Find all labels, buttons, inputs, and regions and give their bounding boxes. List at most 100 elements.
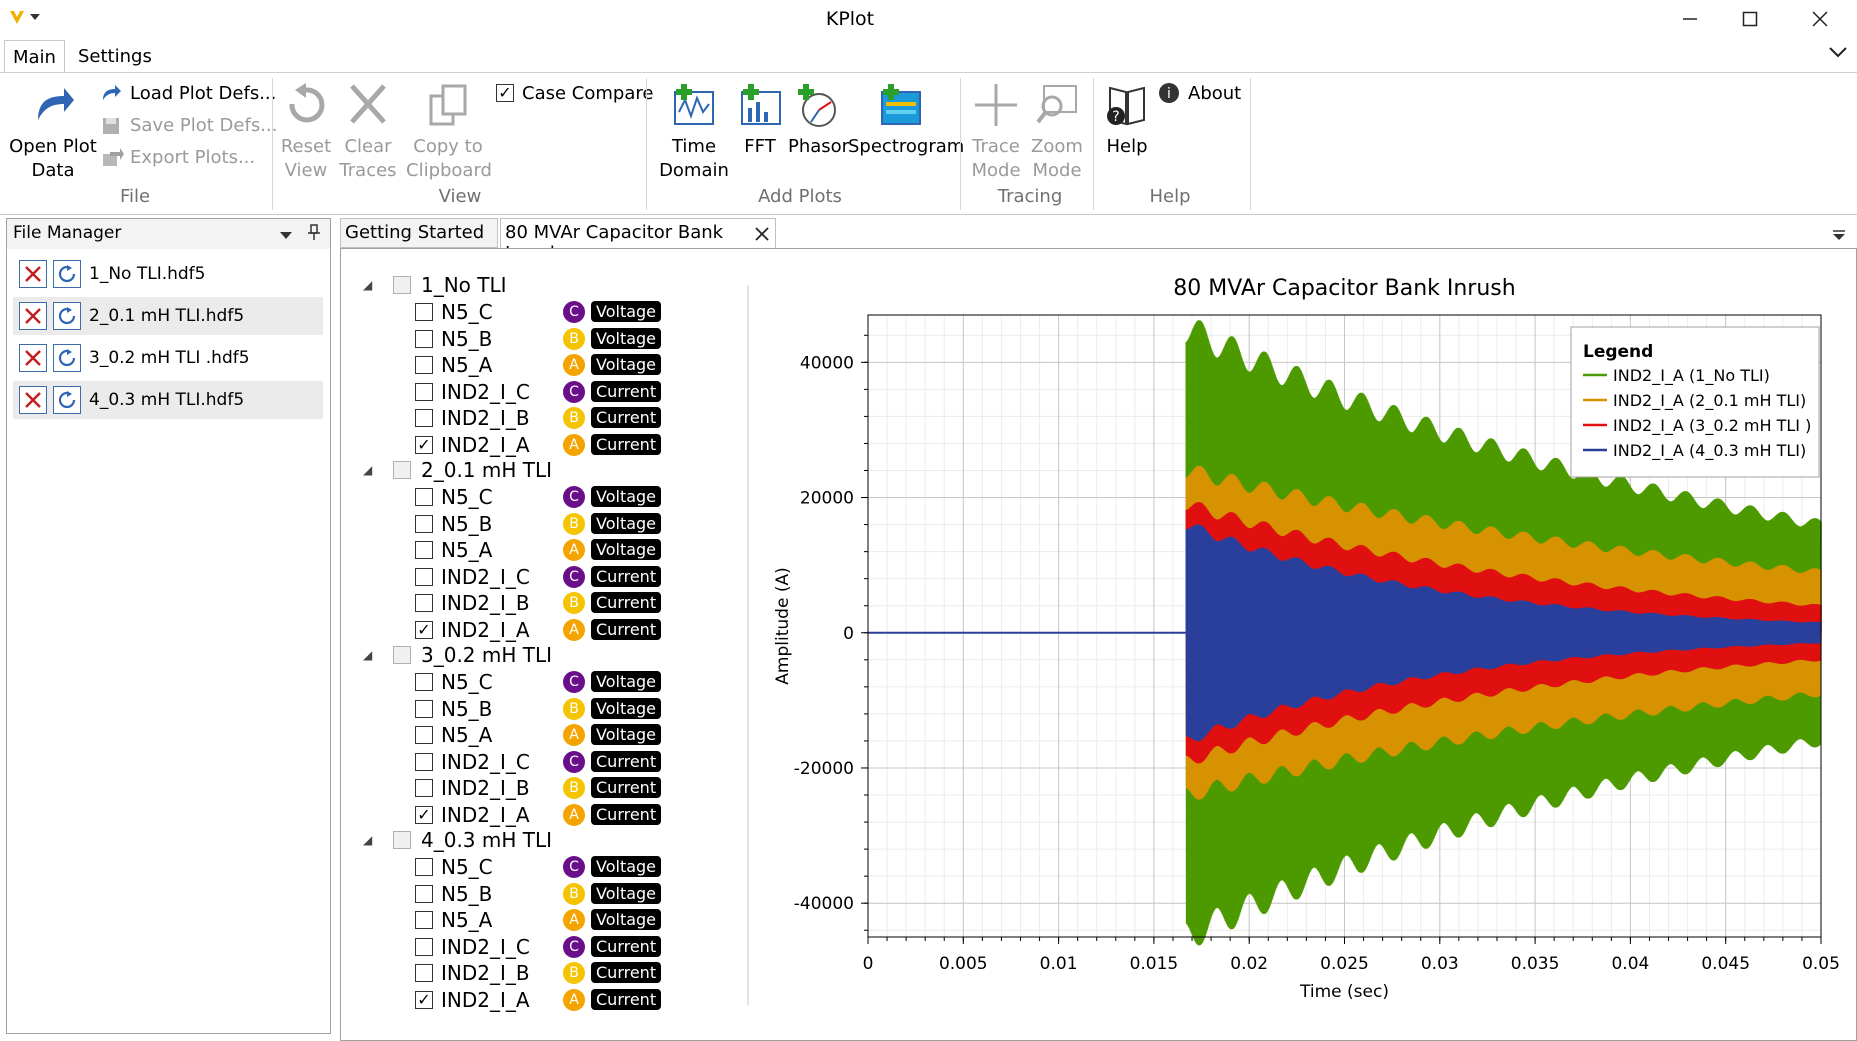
signal-row[interactable]: ✓ IND2_I_A A Current [415,987,715,1013]
minimize-window-button[interactable] [1660,0,1720,38]
group-checkbox[interactable] [393,646,411,664]
reload-file-button[interactable] [53,386,81,414]
signal-row[interactable]: N5_A A Voltage [415,722,715,748]
signal-row[interactable]: IND2_I_B B Current [415,590,715,616]
signal-row[interactable]: N5_C C Voltage [415,669,715,695]
tree-splitter[interactable] [747,285,749,1005]
collapse-arrow-icon[interactable]: ◢ [363,278,373,292]
signal-checkbox[interactable] [415,303,433,321]
open-plot-data-button[interactable]: Open Plot Data [8,82,98,183]
export-plots-button[interactable]: Export Plots... [100,144,255,170]
time-domain-button[interactable]: Time Domain [656,82,732,183]
trace-mode-button[interactable]: Trace Mode [968,82,1024,183]
help-button[interactable]: ? Help [1100,82,1154,159]
collapse-arrow-icon[interactable]: ◢ [363,463,373,477]
signal-row[interactable]: N5_A A Voltage [415,352,715,378]
tree-group[interactable]: ◢ 2_0.1 mH TLI [363,458,552,482]
reload-file-button[interactable] [53,302,81,330]
signal-row[interactable]: ✓ IND2_I_A A Current [415,432,715,458]
reset-view-button[interactable]: Reset View [280,82,332,183]
case-compare-check[interactable]: ✓ [496,84,514,102]
signal-row[interactable]: N5_C C Voltage [415,484,715,510]
collapse-arrow-icon[interactable]: ◢ [363,833,373,847]
signal-row[interactable]: N5_B B Voltage [415,511,715,537]
close-button[interactable] [1790,0,1850,38]
spectrogram-button[interactable]: Spectrogram [848,82,964,159]
tree-group[interactable]: ◢ 3_0.2 mH TLI [363,643,552,667]
ribbon-collapse-icon[interactable] [1828,44,1848,63]
about-button[interactable]: i About [1158,80,1241,106]
tab-list-icon[interactable] [1832,226,1846,245]
signal-row[interactable]: IND2_I_C C Current [415,749,715,775]
signal-row[interactable]: N5_B B Voltage [415,696,715,722]
signal-row[interactable]: IND2_I_B B Current [415,960,715,986]
signal-row[interactable]: IND2_I_B B Current [415,405,715,431]
signal-row[interactable]: IND2_I_C C Current [415,564,715,590]
signal-row[interactable]: N5_B B Voltage [415,881,715,907]
clear-traces-button[interactable]: Clear Traces [338,82,398,183]
signal-row[interactable]: IND2_I_B B Current [415,775,715,801]
signal-checkbox[interactable] [415,858,433,876]
case-compare-checkbox[interactable]: ✓ Case Compare [496,80,653,106]
ribbon-tab-main[interactable]: Main [4,40,65,72]
remove-file-button[interactable] [19,344,47,372]
copy-to-clipboard-button[interactable]: Copy to Clipboard [406,82,492,183]
signal-row[interactable]: ✓ IND2_I_A A Current [415,802,715,828]
signal-checkbox[interactable] [415,964,433,982]
time-domain-chart[interactable]: 0 0.005 0.01 0.015 0.02 0.025 0.03 0.035 0.04 0.0… [751,269,1851,1029]
signal-checkbox[interactable] [415,382,433,401]
reload-file-button[interactable] [53,260,81,288]
phasor-button[interactable]: Phasor [788,82,849,159]
signal-checkbox[interactable] [415,937,433,956]
tree-group[interactable]: ◢ 1_No TLI [363,273,507,297]
save-plot-defs-button[interactable]: Save Plot Defs... [100,112,277,138]
app-logo-icon[interactable] [6,6,46,32]
signal-checkbox[interactable] [415,488,433,506]
signal-checkbox[interactable]: ✓ [415,435,433,454]
signal-checkbox[interactable] [415,779,433,797]
signal-checkbox[interactable]: ✓ [415,805,433,824]
load-plot-defs-button[interactable]: Load Plot Defs... [100,80,276,106]
remove-file-button[interactable] [19,260,47,288]
restore-button[interactable] [1720,0,1780,38]
group-checkbox[interactable] [393,831,411,849]
signal-row[interactable]: N5_C C Voltage [415,299,715,325]
file-row[interactable]: 2_0.1 mH TLI.hdf5 [13,297,323,335]
signal-checkbox[interactable] [415,541,433,559]
remove-file-button[interactable] [19,302,47,330]
tab-capacitor-bank-inrush[interactable]: 80 MVAr Capacitor Bank Inrush [500,218,776,264]
signal-checkbox[interactable]: ✓ [415,990,433,1009]
file-row[interactable]: 1_No TLI.hdf5 [13,255,323,293]
signal-checkbox[interactable] [415,329,433,348]
group-checkbox[interactable] [393,276,411,294]
signal-row[interactable]: ✓ IND2_I_A A Current [415,617,715,643]
signal-checkbox[interactable] [415,409,433,427]
ribbon-tab-settings[interactable]: Settings [78,46,152,67]
signal-row[interactable]: N5_A A Voltage [415,537,715,563]
signal-checkbox[interactable] [415,884,433,903]
fft-button[interactable]: FFT [738,82,782,159]
signal-checkbox[interactable]: ✓ [415,620,433,639]
tab-getting-started[interactable]: Getting Started [340,218,498,248]
signal-row[interactable]: IND2_I_C C Current [415,934,715,960]
tree-group[interactable]: ◢ 4_0.3 mH TLI [363,828,552,852]
signal-checkbox[interactable] [415,673,433,691]
file-row[interactable]: 4_0.3 mH TLI.hdf5 [13,381,323,419]
group-checkbox[interactable] [393,461,411,479]
reload-file-button[interactable] [53,344,81,372]
signal-checkbox[interactable] [415,752,433,771]
file-row[interactable]: 3_0.2 mH TLI .hdf5 [13,339,323,377]
signal-checkbox[interactable] [415,514,433,533]
collapse-arrow-icon[interactable]: ◢ [363,648,373,662]
signal-checkbox[interactable] [415,911,433,929]
pin-icon[interactable] [307,223,321,246]
signal-row[interactable]: IND2_I_C C Current [415,379,715,405]
remove-file-button[interactable] [19,386,47,414]
signal-checkbox[interactable] [415,726,433,744]
dropdown-icon[interactable] [279,225,293,245]
signal-row[interactable]: N5_C C Voltage [415,854,715,880]
signal-checkbox[interactable] [415,567,433,586]
signal-row[interactable]: N5_B B Voltage [415,326,715,352]
signal-row[interactable]: N5_A A Voltage [415,907,715,933]
signal-checkbox[interactable] [415,594,433,612]
